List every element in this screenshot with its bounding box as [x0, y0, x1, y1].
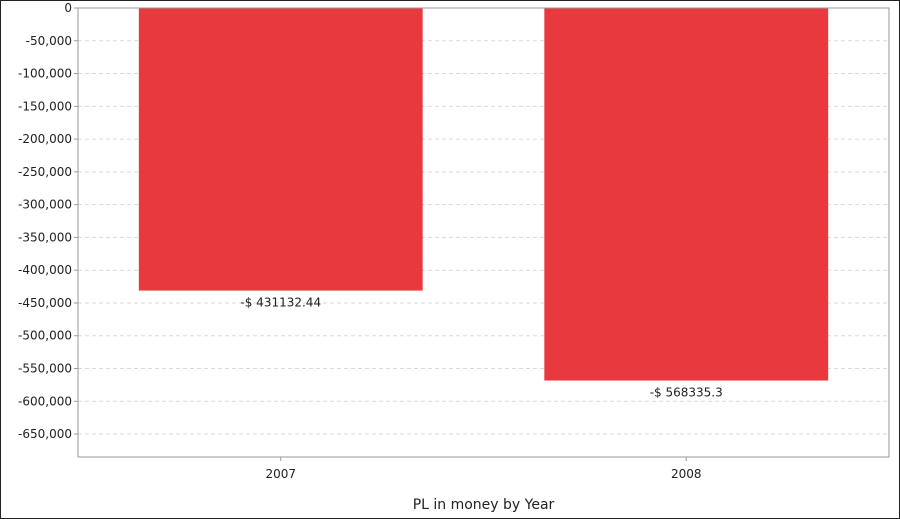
- y-tick-label: -50,000: [26, 34, 72, 48]
- y-tick-label: -250,000: [18, 165, 72, 179]
- plot-border: [77, 7, 890, 458]
- y-tick-label: -450,000: [18, 296, 72, 310]
- y-tick-label: -300,000: [18, 198, 72, 212]
- y-tick-label: -200,000: [18, 132, 72, 146]
- data-label-2008: -$ 568335.3: [650, 386, 723, 400]
- bars: [138, 8, 829, 381]
- x-tick-label-2008: 2008: [671, 467, 702, 481]
- y-tick-labels: 0 -50,000 -100,000 -150,000 -200,000 -250,000…: [18, 1, 72, 441]
- x-tick-labels: 2007 2008: [265, 467, 701, 481]
- x-tick-label-2007: 2007: [265, 467, 296, 481]
- bar-2008: [544, 8, 829, 381]
- y-tick-label: -650,000: [18, 427, 72, 441]
- y-tick-label: -100,000: [18, 67, 72, 81]
- y-tick-label: -350,000: [18, 230, 72, 244]
- data-label-2007: -$ 431132.44: [240, 296, 321, 310]
- y-tick-label: -550,000: [18, 362, 72, 376]
- axes: [74, 7, 890, 461]
- y-tick-label: 0: [64, 1, 72, 15]
- y-tick-label: -500,000: [18, 329, 72, 343]
- bar-2007: [138, 8, 423, 291]
- y-tick-label: -400,000: [18, 263, 72, 277]
- data-labels: -$ 431132.44 -$ 568335.3: [240, 296, 722, 400]
- x-axis-title: PL in money by Year: [413, 497, 555, 513]
- y-tick-label: -150,000: [18, 99, 72, 113]
- y-tick-label: -600,000: [18, 394, 72, 408]
